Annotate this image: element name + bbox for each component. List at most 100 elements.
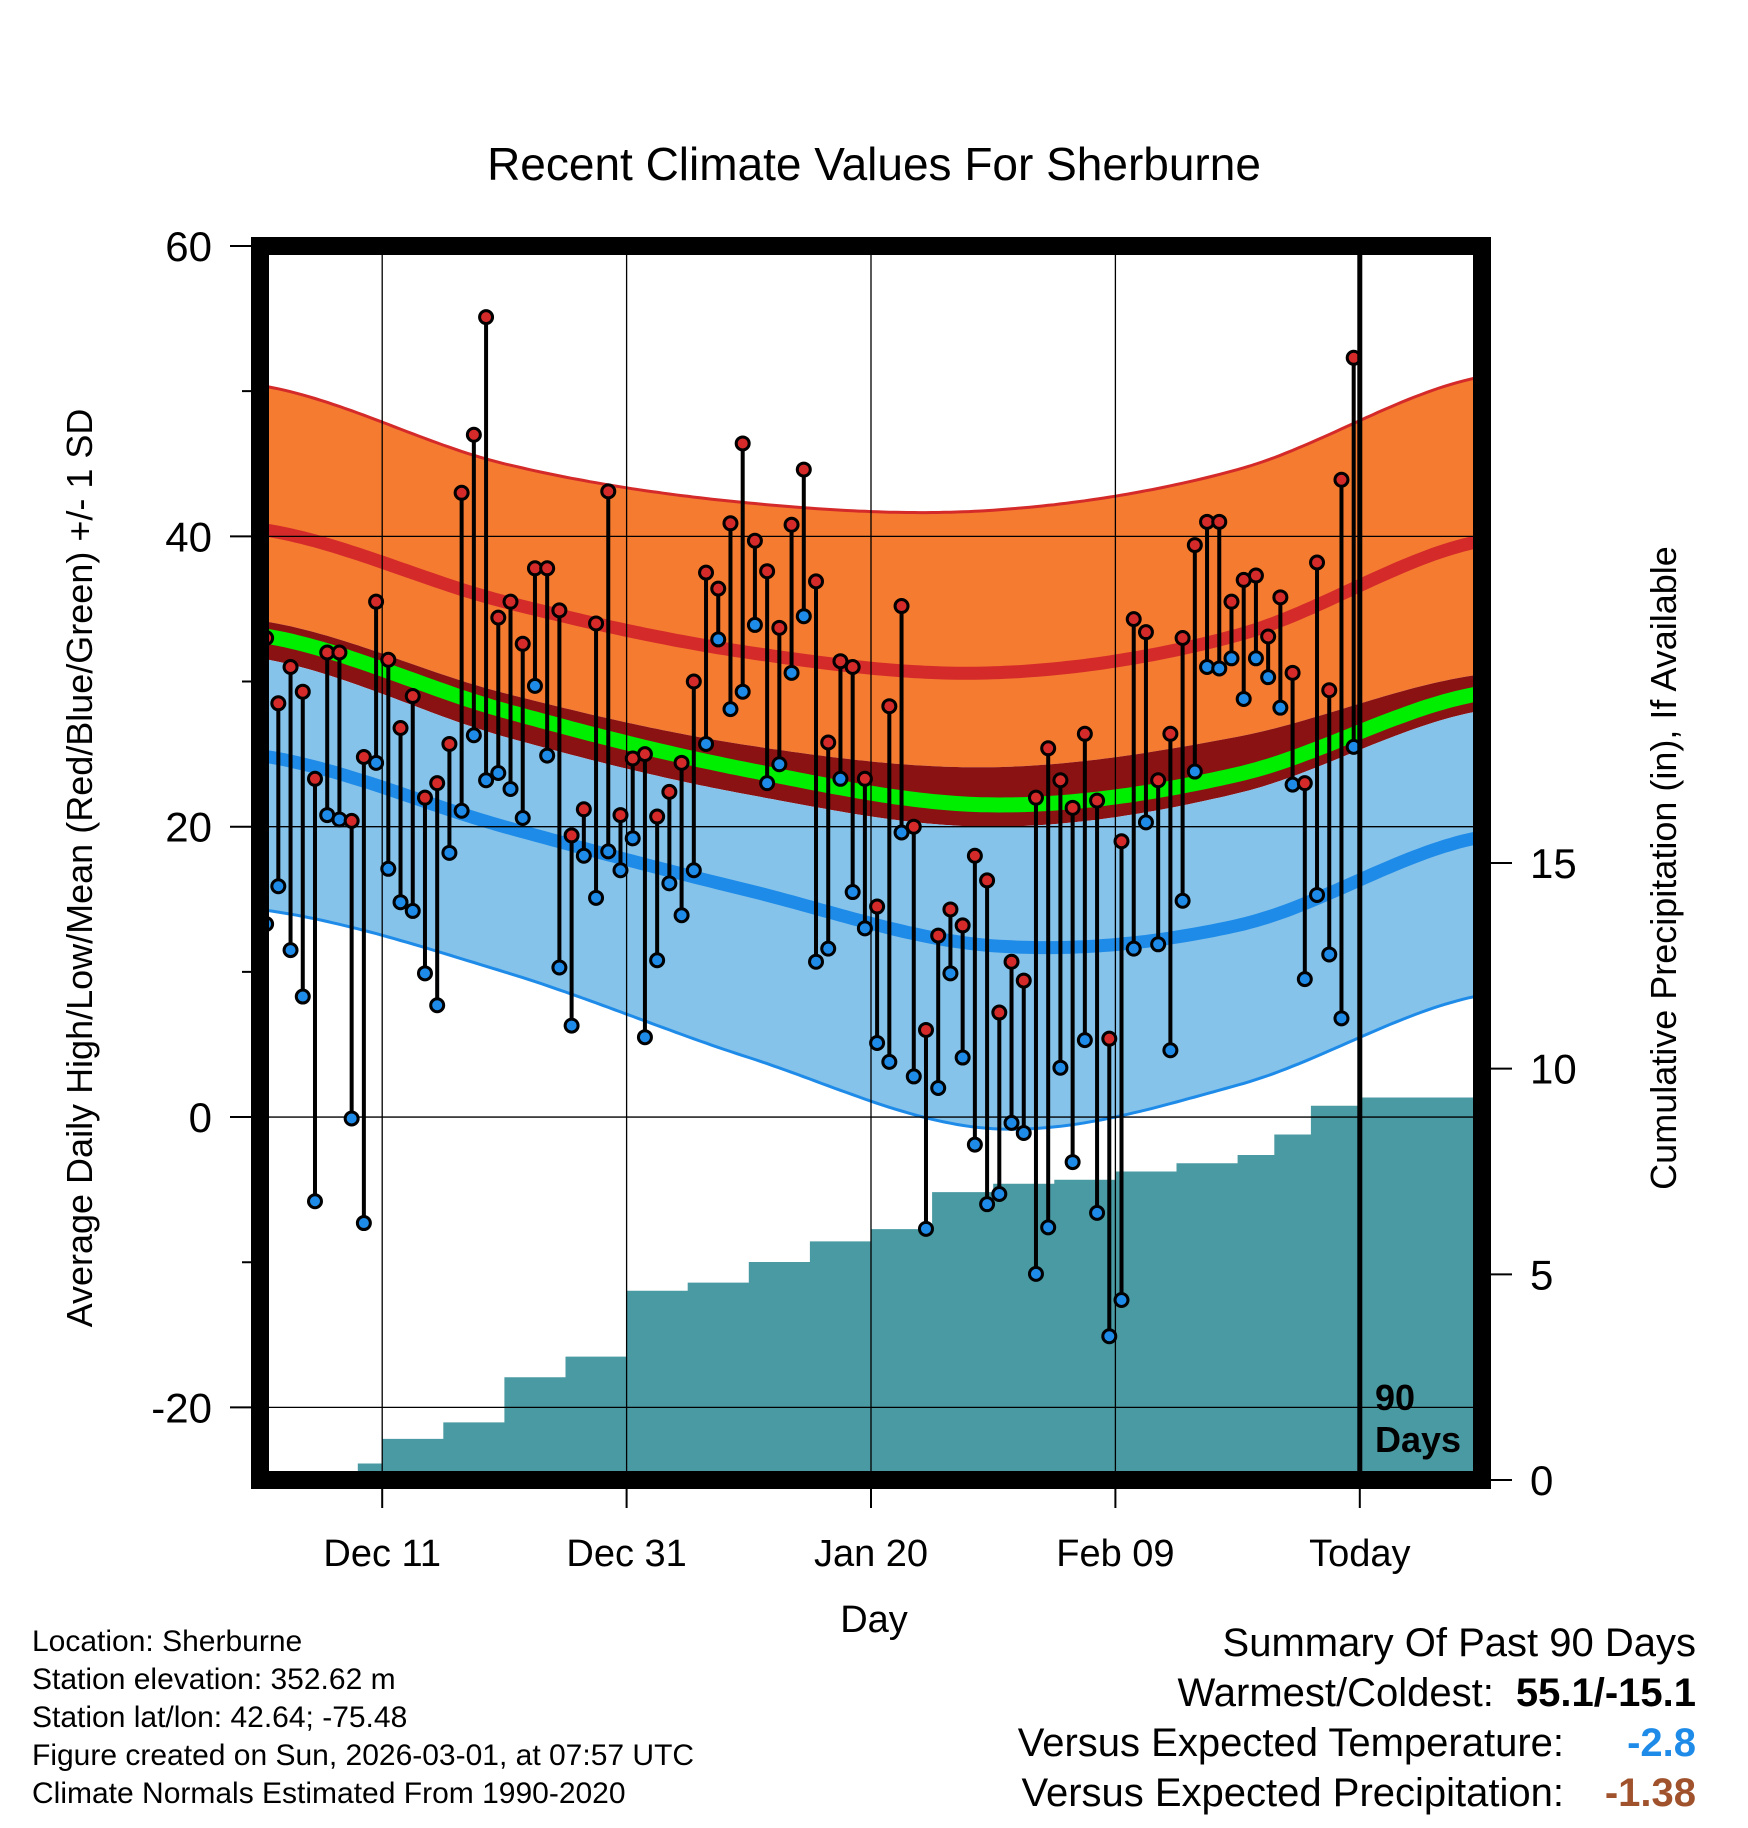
daily-low-point: [588, 889, 605, 906]
daily-low-point: [1309, 886, 1326, 903]
daily-low-point: [734, 683, 751, 700]
y-tick-label: 40: [165, 513, 212, 560]
y2-axis-label: Cumulative Precipitation (in), If Availa…: [1643, 546, 1684, 1190]
daily-high-point: [1309, 554, 1326, 571]
daily-high-point: [1162, 725, 1179, 742]
daily-low-point: [661, 875, 678, 892]
daily-high-point: [661, 783, 678, 800]
daily-low-point: [465, 727, 482, 744]
daily-low-point: [820, 940, 837, 957]
daily-low-point: [1272, 699, 1289, 716]
precip-label: Versus Expected Precipitation:: [1021, 1771, 1564, 1815]
daily-high-point: [1040, 740, 1057, 757]
latlon-text: Station lat/lon: 42.64; -75.48: [32, 1701, 408, 1734]
daily-high-point: [575, 801, 592, 818]
daily-low-point: [306, 1193, 323, 1210]
daily-low-point: [270, 878, 287, 895]
daily-low-point: [1076, 1032, 1093, 1049]
daily-low-point: [881, 1053, 898, 1070]
daily-high-point: [942, 901, 959, 918]
daily-low-point: [392, 894, 409, 911]
x-tick-label: Feb 09: [1056, 1533, 1174, 1575]
y-tick-label: 0: [189, 1094, 212, 1141]
daily-high-point: [759, 563, 776, 580]
daily-low-point: [1174, 892, 1191, 909]
daily-high-point: [478, 309, 495, 326]
daily-high-point: [991, 1004, 1008, 1021]
daily-high-point: [404, 688, 421, 705]
x-tick-label: Dec 11: [323, 1533, 441, 1575]
daily-low-point: [795, 608, 812, 625]
daily-high-point: [734, 435, 751, 452]
daily-high-point: [1052, 772, 1069, 789]
daily-high-point: [465, 426, 482, 443]
y2-tick-label: 0: [1530, 1457, 1553, 1504]
daily-high-point: [368, 593, 385, 610]
daily-low-point: [551, 959, 568, 976]
daily-low-point: [368, 754, 385, 771]
daily-high-point: [551, 602, 568, 619]
daily-high-point: [698, 564, 715, 581]
daily-low-point: [783, 664, 800, 681]
x-tick-label: Dec 31: [566, 1533, 686, 1575]
warmest-value: 55.1/-15.1: [1515, 1671, 1696, 1715]
daily-low-point: [1125, 940, 1142, 957]
daily-low-point: [1333, 1010, 1350, 1027]
daily-low-point: [966, 1136, 983, 1153]
daily-high-point: [722, 515, 739, 532]
plot-frame: [251, 237, 1491, 1489]
daily-high-point: [979, 872, 996, 889]
daily-high-point: [380, 651, 397, 668]
daily-low-point: [930, 1080, 947, 1097]
daily-high-point: [746, 532, 763, 549]
daily-low-point: [1162, 1042, 1179, 1059]
daily-low-point: [1040, 1219, 1057, 1236]
normals-text: Climate Normals Estimated From 1990-2020: [32, 1777, 626, 1810]
daily-high-point: [294, 683, 311, 700]
daily-low-point: [636, 1029, 653, 1046]
daily-low-point: [832, 770, 849, 787]
daily-high-point: [649, 808, 666, 825]
daily-high-point: [685, 673, 702, 690]
daily-high-point: [1113, 833, 1130, 850]
daily-high-point: [588, 615, 605, 632]
daily-low-point: [1003, 1114, 1020, 1131]
daily-low-point: [722, 701, 739, 718]
daily-low-point: [441, 844, 458, 861]
daily-high-point: [710, 580, 727, 597]
daily-high-point: [930, 927, 947, 944]
daily-high-point: [502, 593, 519, 610]
daily-low-point: [710, 631, 727, 648]
daily-low-point: [282, 942, 299, 959]
x-tick-label: Jan 20: [814, 1533, 928, 1575]
daily-high-point: [490, 609, 507, 626]
daily-low-point: [869, 1035, 886, 1052]
daily-high-point: [514, 635, 531, 652]
elevation-text: Station elevation: 352.62 m: [32, 1663, 396, 1696]
daily-low-point: [991, 1186, 1008, 1203]
created-text: Figure created on Sun, 2026-03-01, at 07…: [32, 1739, 695, 1772]
daily-low-point: [1211, 660, 1228, 677]
daily-low-point: [416, 965, 433, 982]
daily-high-point: [1076, 725, 1093, 742]
daily-high-point: [783, 516, 800, 533]
y-tick-label: -20: [151, 1384, 212, 1431]
daily-low-point: [1064, 1154, 1081, 1171]
daily-high-point: [1284, 664, 1301, 681]
daily-low-point: [380, 860, 397, 877]
daily-low-point: [539, 747, 556, 764]
daily-low-point: [771, 756, 788, 773]
daily-low-point: [1015, 1125, 1032, 1142]
daily-high-point: [1186, 537, 1203, 554]
precip-row: Versus Expected Precipitation: -1.38: [1018, 1768, 1696, 1818]
daily-low-point: [1137, 814, 1154, 831]
daily-low-point: [954, 1049, 971, 1066]
warmest-label: Warmest/Coldest:: [1177, 1671, 1494, 1715]
daily-low-point: [893, 824, 910, 841]
daily-low-point: [355, 1215, 372, 1232]
daily-high-point: [881, 698, 898, 715]
daily-low-point: [294, 988, 311, 1005]
daily-high-point: [869, 898, 886, 915]
daily-high-point: [1211, 513, 1228, 530]
